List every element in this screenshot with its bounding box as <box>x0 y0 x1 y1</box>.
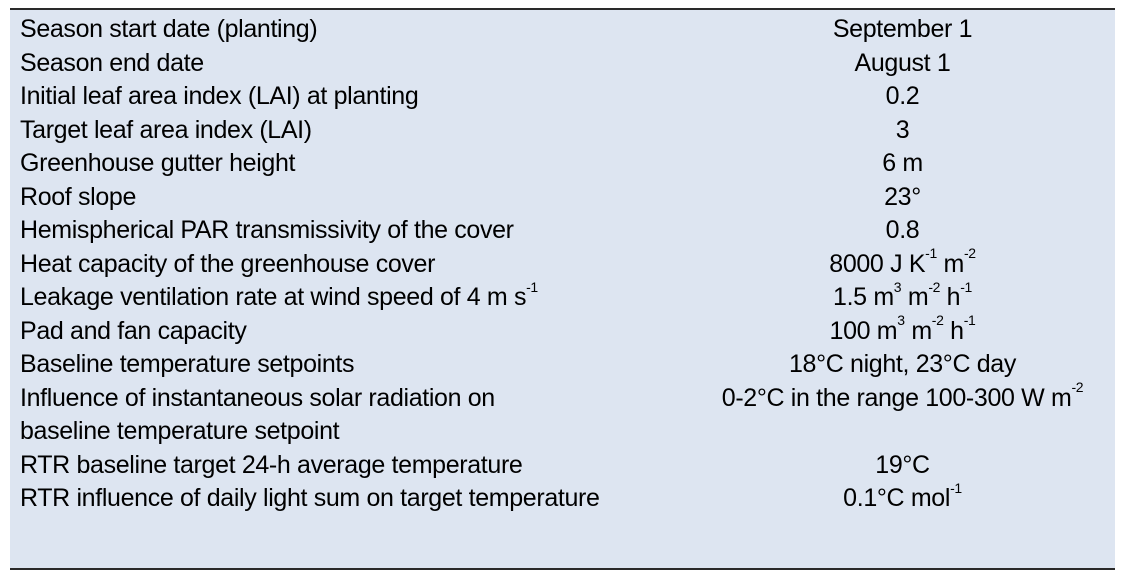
table-row: Greenhouse gutter height 6 m <box>10 147 1115 181</box>
parameter-label: Initial leaf area index (LAI) at plantin… <box>20 82 419 110</box>
parameter-value: 0.2 <box>885 82 920 110</box>
table-row: Season start date (planting) September 1 <box>10 13 1115 47</box>
parameter-value: 19°C <box>875 450 930 479</box>
parameter-label: Heat capacity of the greenhouse cover <box>20 249 436 278</box>
parameter-value: 100 m3 m-2 h-1 <box>829 312 976 345</box>
parameter-label: Pad and fan capacity <box>20 316 247 345</box>
parameter-value: 18°C night, 23°C day <box>788 350 1017 378</box>
parameter-value: 8000 J K-1 m-2 <box>829 245 976 278</box>
parameter-value: 1.5 m3 m-2 h-1 <box>833 278 972 311</box>
table-row: Influence of instantaneous solar radiati… <box>10 379 1115 416</box>
parameter-label: Hemispherical PAR transmissivity of the … <box>20 216 514 244</box>
table-row: RTR influence of daily light sum on targ… <box>10 479 1115 516</box>
table-row: Target leaf area index (LAI) 3 <box>10 114 1115 148</box>
table-row: Heat capacity of the greenhouse cover 80… <box>10 245 1115 282</box>
parameter-label: Roof slope <box>20 182 137 211</box>
parameter-value: 23° <box>884 182 921 211</box>
parameter-label: Baseline temperature setpoints <box>20 350 355 378</box>
parameter-label: baseline temperature setpoint <box>20 417 340 445</box>
parameter-value: 0-2°C in the range 100-300 W m-2 <box>721 379 1084 412</box>
parameter-label: Greenhouse gutter height <box>20 149 296 177</box>
table-row: Leakage ventilation rate at wind speed o… <box>10 278 1115 315</box>
table-row: Roof slope 23° <box>10 181 1115 215</box>
parameter-value: 3 <box>895 115 910 144</box>
parameter-value <box>690 415 1115 449</box>
table-row: Initial leaf area index (LAI) at plantin… <box>10 80 1115 114</box>
parameter-label: Influence of instantaneous solar radiati… <box>20 383 495 412</box>
table-row: Season end date August 1 <box>10 47 1115 81</box>
parameter-label: RTR baseline target 24-h average tempera… <box>20 450 523 479</box>
parameter-label: Leakage ventilation rate at wind speed o… <box>20 278 538 311</box>
parameter-value: September 1 <box>832 15 973 43</box>
parameter-table-panel: Season start date (planting) September 1… <box>10 8 1115 570</box>
parameter-label: RTR influence of daily light sum on targ… <box>20 484 600 512</box>
parameter-table: Season start date (planting) September 1… <box>10 13 1115 516</box>
parameter-label: Target leaf area index (LAI) <box>20 115 312 144</box>
table-row: RTR baseline target 24-h average tempera… <box>10 449 1115 483</box>
table-row: Pad and fan capacity 100 m3 m-2 h-1 <box>10 312 1115 349</box>
parameter-value: 0.1°C mol-1 <box>843 479 962 512</box>
parameter-label: Season end date <box>20 48 204 77</box>
parameter-label: Season start date (planting) <box>20 15 318 43</box>
parameter-value: 0.8 <box>885 216 920 244</box>
parameter-value: 6 m <box>882 149 923 177</box>
table-row: Hemispherical PAR transmissivity of the … <box>10 214 1115 248</box>
parameter-value: August 1 <box>854 48 951 77</box>
table-row: Baseline temperature setpoints 18°C nigh… <box>10 348 1115 382</box>
table-row: baseline temperature setpoint <box>10 415 1115 449</box>
